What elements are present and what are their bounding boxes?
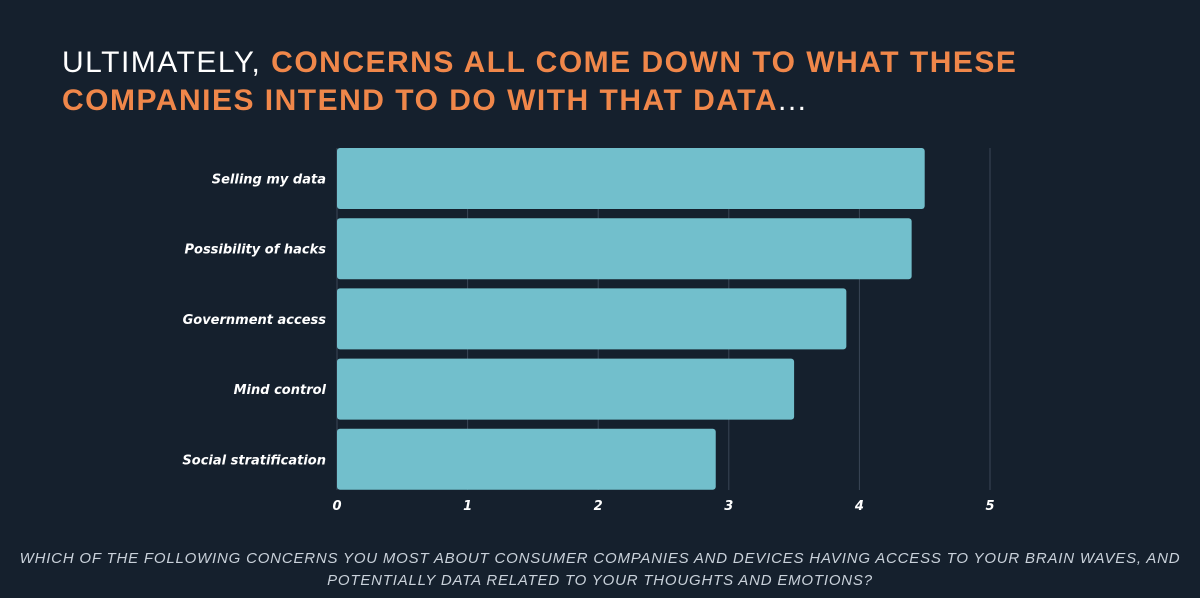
- title-lead: ULTIMATELY,: [62, 46, 272, 79]
- category-label: Selling my data: [212, 173, 326, 188]
- x-tick-label: 0: [332, 499, 341, 514]
- page-title: ULTIMATELY, CONCERNS ALL COME DOWN TO WH…: [62, 44, 1200, 120]
- category-label: Government access: [183, 313, 327, 328]
- category-label: Social stratification: [182, 453, 326, 468]
- x-tick-label: 1: [463, 499, 472, 514]
- title-highlight: CONCERNS ALL COME DOWN TO WHAT THESE COM…: [62, 46, 1018, 117]
- bar: [337, 148, 925, 209]
- bar-chart: Selling my data Possibility of hacks Gover…: [182, 148, 995, 514]
- category-label: Mind control: [234, 383, 327, 398]
- x-tick-label: 5: [985, 499, 994, 514]
- x-tick-label: 4: [854, 499, 864, 514]
- survey-question: WHICH OF THE FOLLOWING CONCERNS YOU MOST…: [19, 550, 1181, 589]
- bar: [337, 358, 795, 420]
- bar: [337, 288, 847, 350]
- x-axis-ticks: 0 1 2 3 4 5: [332, 499, 994, 514]
- category-label: Possibility of hacks: [184, 243, 326, 258]
- bar: [337, 218, 912, 280]
- category-labels: Selling my data Possibility of hacks Gover…: [182, 173, 326, 469]
- bar: [337, 428, 716, 490]
- bars: [337, 148, 925, 490]
- x-tick-label: 3: [724, 499, 733, 514]
- x-tick-label: 2: [594, 499, 603, 514]
- title-ellipsis: ...: [778, 84, 808, 117]
